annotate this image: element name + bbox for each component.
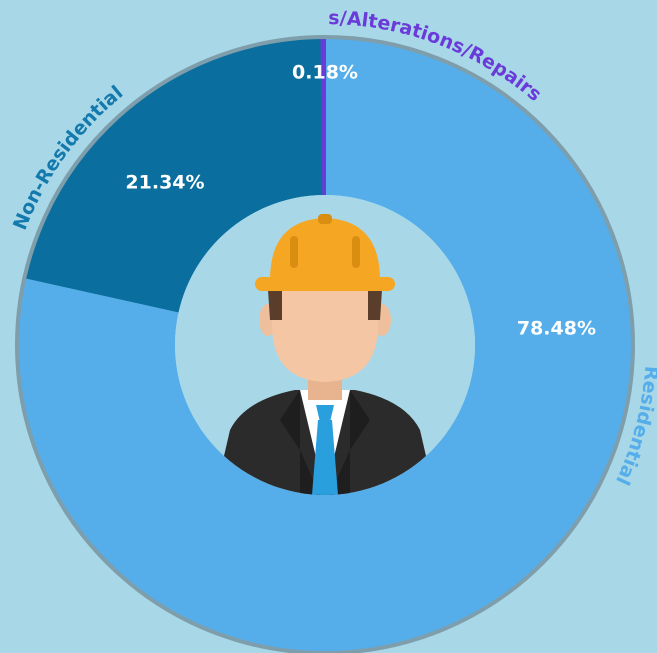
value-label: 21.34% (125, 172, 204, 194)
value-label: 0.18% (292, 62, 358, 84)
value-label: 78.48% (517, 317, 596, 339)
chart: 78.48%Residential21.34%Non-Residential0.… (0, 0, 657, 653)
